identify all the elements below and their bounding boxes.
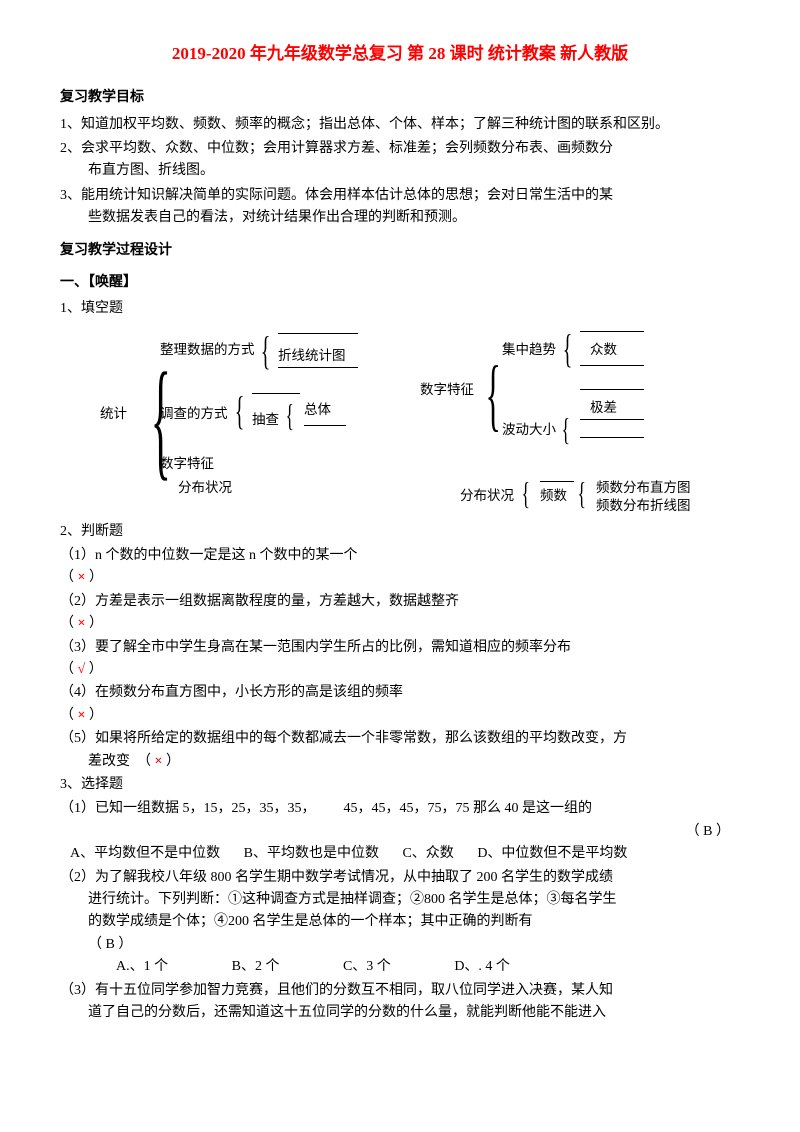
node-r1a: 集中趋势 [502, 339, 556, 361]
option-a: A.、1 个 [116, 956, 168, 978]
choice-q2: （2）为了解我校八年级 800 名学生期中数学考试情况，从中抽取了 200 名学… [60, 867, 740, 979]
goal-2: 2、会求平均数、众数、中位数；会用计算器求方差、标准差；会列频数分布表、画频数分… [60, 138, 740, 183]
judge-q5: （5）如果将所给定的数据组中的每个数都减去一个非零常数，那么该数组的平均数改变，… [60, 728, 740, 773]
node-b1: 抽查 [252, 409, 279, 431]
brace-icon: { [577, 477, 585, 509]
cross-icon: × [155, 754, 163, 769]
fill-header: 1、填空题 [60, 298, 740, 320]
node-b2: 总体 [304, 399, 331, 421]
q-text: （3）要了解全市中学生身高在某一范围内学生所占的比例，需知道相应的频率分布 [60, 637, 740, 659]
option-c: C、3 个 [343, 956, 391, 978]
wake-header: 一、【唤醒】 [60, 272, 740, 294]
brace-icon: { [486, 355, 501, 435]
q-mark: （ √ ） [60, 659, 740, 681]
node-r2: 分布状况 [460, 485, 514, 507]
node-c: 数字特征 [160, 453, 214, 475]
q-mark: （ × ） [60, 705, 740, 727]
goal-1: 1、知道加权平均数、频数、频率的概念；指出总体、个体、样本；了解三种统计图的联系… [60, 114, 740, 136]
page-title: 2019-2020 年九年级数学总复习 第 28 课时 统计教案 新人教版 [60, 40, 740, 67]
process-header: 复习教学过程设计 [60, 240, 740, 262]
q-text: （1）n 个数的中位数一定是这 n 个数中的某一个 [60, 545, 740, 567]
brace-icon: { [521, 477, 529, 509]
judge-q4: （4）在频数分布直方图中，小长方形的高是该组的频率 （ × ） [60, 682, 740, 727]
q-text: （5）如果将所给定的数据组中的每个数都减去一个非零常数，那么该数组的平均数改变，… [60, 728, 740, 773]
q-text: （2）方差是表示一组数据离散程度的量，方差越大，数据越整齐 [60, 591, 740, 613]
option-d: D、中位数但不是平均数 [477, 843, 627, 865]
brace-icon: { [235, 391, 245, 431]
q-text: （2）为了解我校八年级 800 名学生期中数学考试情况，从中抽取了 200 名学… [60, 867, 740, 957]
cross-icon: × [78, 570, 86, 585]
option-b: B、平均数也是中位数 [244, 843, 379, 865]
option-d: D、. 4 个 [454, 956, 510, 978]
goal-header: 复习教学目标 [60, 87, 740, 109]
node-a: 整理数据的方式 [160, 339, 255, 361]
judge-q2: （2）方差是表示一组数据离散程度的量，方差越大，数据越整齐 （ × ） [60, 591, 740, 636]
brace-icon: { [561, 413, 569, 445]
q-options: A、平均数但不是中位数 B、平均数也是中位数 C、众数 D、中位数但不是平均数 [60, 843, 740, 865]
option-a: A、平均数但不是中位数 [70, 843, 220, 865]
brace-icon: { [285, 399, 293, 431]
cross-icon: × [78, 616, 86, 631]
choice-header: 3、选择题 [60, 774, 740, 796]
q-answer: （ B ） [60, 821, 740, 843]
judge-q3: （3）要了解全市中学生身高在某一范围内学生所占的比例，需知道相应的频率分布 （ … [60, 637, 740, 682]
choice-q1: （1）已知一组数据 5，15，25，35，35， 45，45，45，75，75 … [60, 798, 740, 865]
cross-icon: × [78, 708, 86, 723]
judge-header: 2、判断题 [60, 521, 740, 543]
node-d: 分布状况 [178, 477, 232, 499]
node-r1b: 波动大小 [502, 419, 556, 441]
goal-3: 3、能用统计知识解决简单的实际问题。体会用样本估计总体的思想；会对日常生活中的某… [60, 185, 740, 230]
q-answer: （ B ） [60, 937, 132, 952]
option-b: B、2 个 [232, 956, 280, 978]
node-r2a: 频数 [540, 485, 567, 507]
brace-icon: { [563, 329, 573, 369]
choice-q3: （3）有十五位同学参加智力竞赛，且他们的分数互不相同，取八位同学进入决赛，某人知… [60, 980, 740, 1025]
q-options: A.、1 个 B、2 个 C、3 个 D、. 4 个 [60, 956, 740, 978]
check-icon: √ [78, 662, 86, 677]
node-r1b1: 极差 [590, 397, 617, 419]
node-a1: 折线统计图 [278, 345, 346, 367]
q-text: （3）有十五位同学参加智力竞赛，且他们的分数互不相同，取八位同学进入决赛，某人知… [60, 980, 740, 1025]
q-mark: （ × ） [60, 567, 740, 589]
brace-icon: { [261, 331, 271, 371]
option-c: C、众数 [402, 843, 453, 865]
node-r1a1: 众数 [590, 339, 617, 361]
q-mark: （ × ） [60, 613, 740, 635]
q-text: （1）已知一组数据 5，15，25，35，35， 45，45，45，75，75 … [60, 798, 740, 820]
concept-diagram: 统计 { 整理数据的方式 { 折线统计图 调查的方式 { 抽查 { 总体 数字特… [60, 325, 740, 515]
node-b: 调查的方式 [160, 403, 228, 425]
node-root: 统计 [100, 403, 127, 425]
judge-q1: （1）n 个数的中位数一定是这 n 个数中的某一个 （ × ） [60, 545, 740, 590]
node-r1: 数字特征 [420, 379, 474, 401]
q-text: （4）在频数分布直方图中，小长方形的高是该组的频率 [60, 682, 740, 704]
node-r2a2: 频数分布折线图 [596, 495, 691, 517]
